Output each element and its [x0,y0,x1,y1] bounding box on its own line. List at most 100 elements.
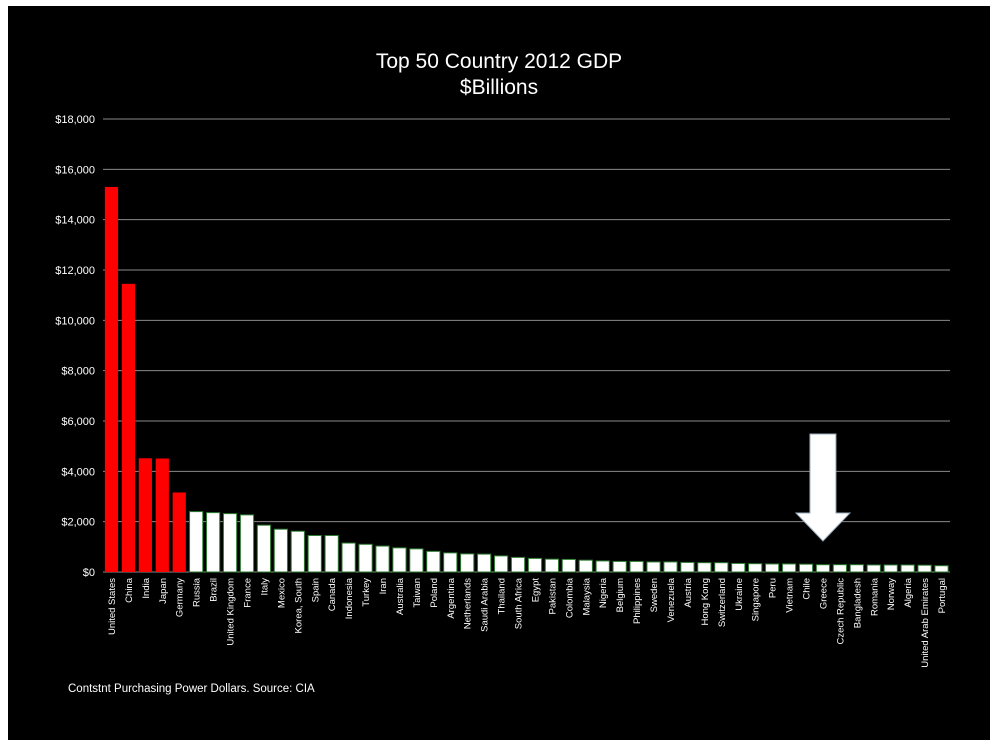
x-tick-label: Brazil [209,578,220,602]
x-tick-label: Ukraine [734,578,745,611]
x-tick-label: India [141,577,152,598]
annotations [794,433,852,542]
bar [815,564,831,573]
bar [172,492,186,572]
x-tick-label: Venezuela [666,577,677,622]
bar [646,561,661,573]
bar [510,556,526,573]
bar [239,514,255,573]
bar [324,535,339,573]
bar [375,545,390,573]
x-tick-label: Philippines [632,578,643,624]
bar [104,186,119,572]
x-tick-label: Australia [395,577,406,615]
x-tick-label: Singapore [751,578,762,621]
bar [307,535,322,573]
x-tick-label: Colombia [564,577,575,618]
bar [409,548,424,573]
bar [206,512,221,573]
x-tick-label: Saudi Arabia [480,577,491,632]
y-axis-ticks: $0 $2,000 $4,000 $6,000 $8,000 $10,000 $12,000… [55,114,95,579]
x-tick-label: Turkey [361,578,372,607]
x-tick-label: Greece [818,578,829,609]
bar [544,558,560,573]
bar [697,562,712,573]
bar [612,560,627,573]
y-tick-label: $12,000 [55,265,95,277]
bar [663,561,678,573]
x-tick-label: Russia [192,577,203,607]
chart-title: Top 50 Country 2012 GDP [375,50,623,73]
bar [629,560,644,573]
bar [680,561,695,573]
bar [155,458,169,572]
bar [832,564,847,573]
x-tick-label: Nigeria [598,577,609,608]
bar [290,530,305,573]
bar [578,559,593,573]
x-tick-label: Norway [886,578,897,610]
x-tick-label: Vietnam [785,578,796,613]
x-tick-label: United States [107,578,118,635]
bar [477,553,492,573]
bar [561,558,576,573]
bar [765,563,780,573]
y-tick-label: $0 [83,567,95,579]
x-tick-label: Spain [310,578,321,602]
x-tick-label: Peru [768,578,779,598]
x-tick-label: Italy [259,578,270,596]
x-tick-label: Argentina [446,577,457,618]
x-tick-label: Czech Republic [835,578,846,645]
y-tick-label: $18,000 [55,114,95,126]
bar [900,564,915,573]
bars [104,186,949,573]
bar [392,547,407,573]
x-tick-label: South Africa [514,577,525,629]
x-tick-label: Switzerland [717,578,728,627]
x-tick-label: Korea, South [293,578,304,633]
chart-slide: Top 50 Country 2012 GDP $Billions $0 $2,0… [8,6,990,740]
bar [798,563,814,573]
bar [138,458,152,572]
bar [426,550,441,573]
x-tick-label: China [124,577,135,603]
x-tick-label: Chile [802,578,813,600]
y-tick-label: $2,000 [61,517,95,529]
chart-subtitle: $Billions [459,76,539,99]
y-tick-label: $6,000 [61,416,95,428]
x-tick-label: United Arab Emirates [920,578,931,668]
x-tick-label: Canada [327,577,338,611]
x-tick-label: Sweden [649,578,660,612]
x-axis-labels: United States China India Japan Germany Russi… [107,577,948,667]
bar [358,543,373,573]
bar [273,528,288,573]
x-tick-label: Bangladesh [852,578,863,628]
x-tick-label: Indonesia [344,577,355,619]
y-tick-label: $16,000 [55,164,95,176]
x-tick-label: Mexico [276,578,287,608]
bar [849,564,864,573]
bar [866,564,881,573]
x-tick-label: Thailand [497,578,508,614]
y-tick-label: $14,000 [55,215,95,227]
x-tick-label: Japan [158,578,169,604]
y-tick-label: $4,000 [61,466,95,478]
bar [256,524,272,573]
x-tick-label: Poland [429,578,440,608]
bar [121,283,136,572]
x-tick-label: Belgium [615,578,626,612]
x-tick-label: Hong Kong [700,578,711,626]
bar [714,562,729,573]
bar [527,557,543,573]
x-tick-label: Pakistan [547,578,558,614]
bar [595,560,610,573]
bar [731,562,746,573]
x-tick-label: Egypt [530,578,541,603]
bar [748,563,763,573]
x-tick-label: Germany [175,578,186,617]
source-footnote: Contstnt Purchasing Power Dollars. Sourc… [68,683,315,695]
x-tick-label: Austria [683,577,694,607]
x-tick-label: Algeria [903,577,914,607]
bar [917,564,932,573]
bar [781,563,797,573]
